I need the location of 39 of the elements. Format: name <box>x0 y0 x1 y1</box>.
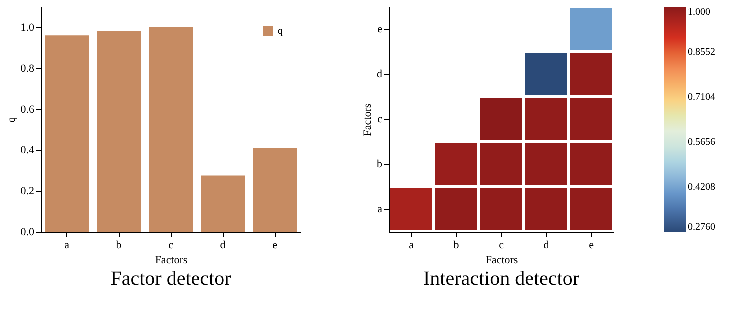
color-bar-label: 0.5656 <box>688 137 716 148</box>
y-tick-label: a <box>378 204 383 216</box>
x-tick-label: d <box>220 240 226 252</box>
y-tick-label: c <box>378 114 383 126</box>
bar <box>45 36 89 232</box>
x-tick-label: c <box>499 240 504 252</box>
y-tick-label: b <box>377 158 383 170</box>
y-tick-label: 0.0 <box>20 226 35 238</box>
legend-label: q <box>278 26 283 37</box>
y-tick-label: 0.8 <box>20 62 35 75</box>
y-tick-label: e <box>378 24 383 36</box>
color-bar-label: 0.8552 <box>688 47 716 58</box>
x-tick-label: a <box>64 240 70 252</box>
y-axis-title: q <box>6 116 18 123</box>
x-tick-label: d <box>544 240 550 252</box>
bar <box>201 176 245 232</box>
text: Interaction detector <box>423 268 580 290</box>
y-tick-label: 1.0 <box>20 22 35 34</box>
x-tick-label: a <box>409 240 414 252</box>
bar <box>97 32 141 232</box>
color-bar-label: 0.2760 <box>688 222 716 233</box>
color-bar-label: 0.7104 <box>688 92 716 103</box>
text: Factor detector <box>110 268 232 290</box>
bar <box>149 27 193 232</box>
bar <box>253 148 297 232</box>
y-tick-label: 0.6 <box>20 104 35 116</box>
x-tick-label: b <box>454 240 460 252</box>
y-axis-title: Factors <box>362 104 374 136</box>
y-tick-label: 0.2 <box>20 186 34 198</box>
x-tick-label: c <box>168 240 174 252</box>
x-tick-label: e <box>589 240 594 252</box>
y-tick-label: 0.4 <box>20 144 35 157</box>
x-tick-label: b <box>116 240 122 252</box>
color-bar-label: 1.000 <box>688 7 710 18</box>
y-tick-label: d <box>377 68 383 80</box>
x-axis-title: Factors <box>155 254 188 266</box>
x-axis-title: Factors <box>486 254 518 266</box>
x-tick-label: e <box>272 240 278 252</box>
color-bar-label: 0.4208 <box>688 182 716 193</box>
